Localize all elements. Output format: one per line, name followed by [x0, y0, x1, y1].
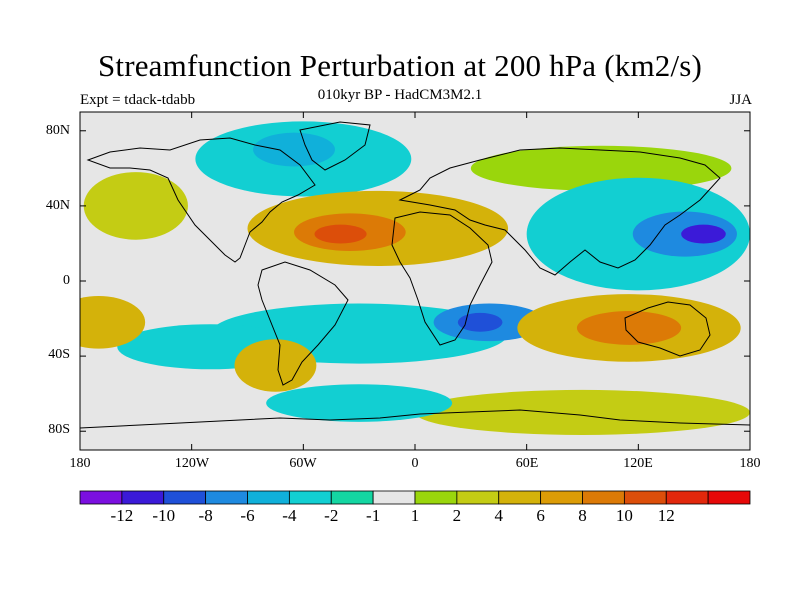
colorbar-swatch — [540, 490, 583, 505]
colorbar-swatch — [665, 490, 709, 505]
colorbar-tick-label: -8 — [198, 506, 213, 525]
plot-subtitle: 010kyr BP - HadCM3M2.1 — [317, 87, 483, 103]
colorbar-tick-label: 10 — [615, 506, 633, 525]
coast-south-america — [257, 261, 349, 386]
coastlines — [80, 121, 750, 429]
colorbar-tick-label: -10 — [152, 506, 176, 525]
colorbar-tick-label: -1 — [366, 506, 381, 525]
field-antarctic-negative — [266, 384, 453, 422]
lat-label-80s: 80S — [48, 422, 70, 437]
lat-label-80n: 80N — [45, 123, 70, 138]
season-label: JJA — [729, 92, 752, 108]
colorbar-swatch — [623, 490, 667, 505]
colorbar-swatch — [707, 490, 751, 505]
lon-label-0: 0 — [411, 456, 419, 471]
colorbar-swatch — [498, 490, 542, 505]
colorbar-swatch — [414, 490, 458, 505]
coast-greenland — [299, 121, 371, 171]
colorbar-tick-label: 2 — [452, 506, 462, 525]
lon-label-120e: 120E — [623, 456, 653, 471]
lat-label-40n: 40N — [45, 198, 70, 213]
colorbar-swatch — [163, 490, 207, 505]
lat-label-40s: 40S — [48, 347, 70, 362]
colorbar-swatch — [121, 490, 165, 505]
field-w-pacific-min — [681, 224, 726, 244]
coast-australia — [624, 301, 711, 357]
field-n-atlantic-max — [314, 224, 367, 244]
field-arctic-negative-core — [253, 132, 335, 167]
lon-label-120w: 120W — [174, 456, 210, 471]
lon-label-60w: 60W — [289, 456, 317, 471]
field-australia-positive-core — [576, 311, 682, 345]
colorbar-tick-label: -4 — [282, 506, 297, 525]
colorbar-tick-label: -12 — [110, 506, 134, 525]
colorbar-swatch — [372, 490, 416, 505]
colorbar-swatch — [456, 490, 500, 505]
colorbar-tick-label: 8 — [578, 506, 587, 525]
lat-label-eq: 0 — [63, 273, 70, 288]
colorbar — [79, 490, 751, 505]
colorbar-swatch — [79, 490, 123, 505]
field-s-america-positive — [234, 339, 317, 392]
colorbar-tick-label: 4 — [494, 506, 504, 525]
field-antarctic-positive — [415, 389, 750, 435]
map-field — [80, 112, 750, 450]
lon-label-60e: 60E — [515, 456, 539, 471]
field-n-pacific-positive — [83, 172, 188, 240]
plot-title: Streamfunction Perturbation at 200 hPa (… — [97, 48, 703, 83]
colorbar-tick-label: 12 — [657, 506, 675, 525]
colorbar-swatch — [205, 490, 248, 505]
colorbar-swatch — [247, 490, 290, 505]
coast-antarctica — [80, 409, 750, 429]
colorbar-tick-label: 6 — [536, 506, 545, 525]
colorbar-tick-label: 1 — [410, 506, 420, 525]
colorbar-tick-label: -6 — [240, 506, 255, 525]
colorbar-swatch — [288, 490, 332, 505]
colorbar-swatch — [330, 490, 374, 505]
coast-eurasia — [398, 147, 721, 276]
axis-ticks — [79, 112, 751, 450]
experiment-label: Expt = tdack-tdabb — [80, 92, 196, 108]
coast-africa — [391, 211, 493, 346]
lon-label-180e: 180 — [739, 456, 761, 471]
colorbar-tick-label: -2 — [324, 506, 339, 525]
field-s-indian-min — [457, 312, 503, 332]
colorbar-swatch — [582, 490, 625, 505]
field-e-pacific-positive — [80, 296, 146, 349]
coast-north-america — [86, 137, 316, 263]
lon-label-180w: 180 — [69, 456, 91, 471]
